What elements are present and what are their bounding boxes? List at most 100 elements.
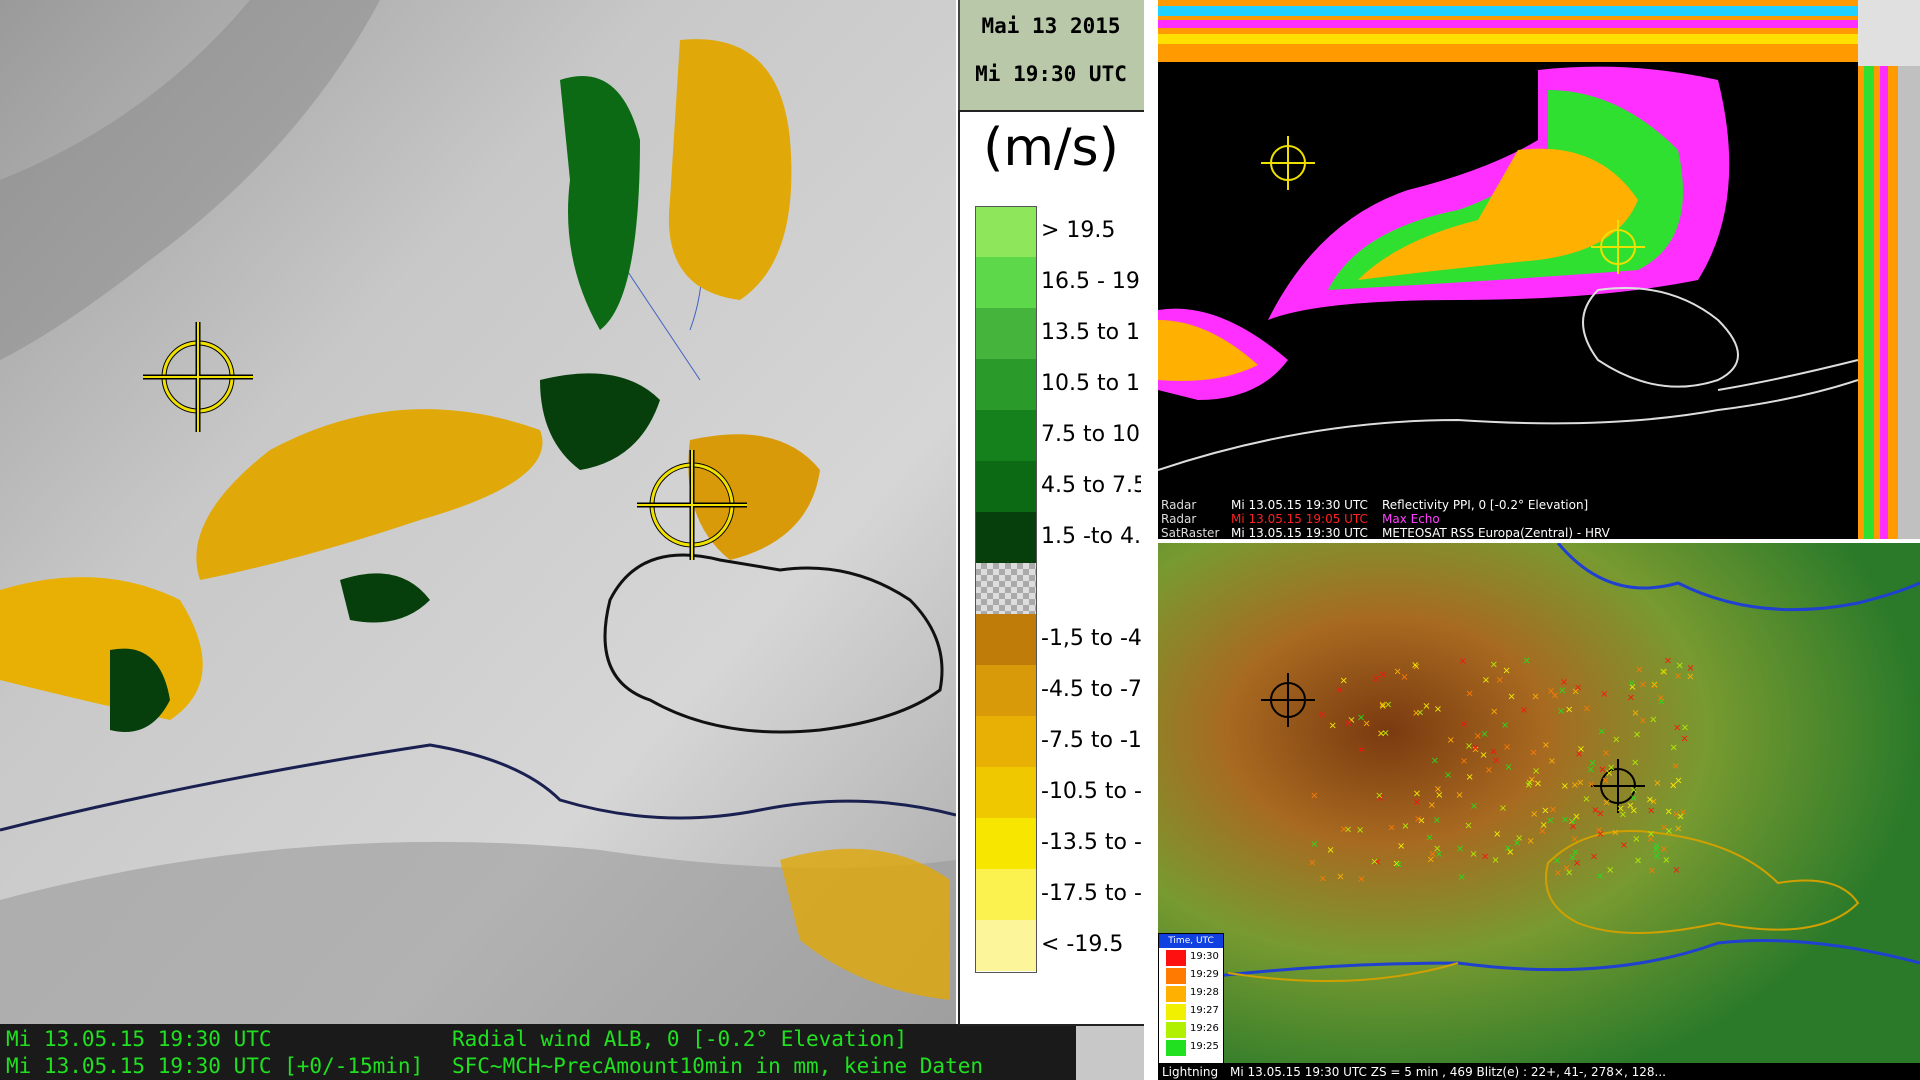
legend-label: < -19.5: [1041, 932, 1124, 957]
stroke-marker: ×: [1670, 742, 1678, 753]
stroke-marker: ×: [1530, 809, 1538, 820]
time: Mi 19:30 UTC: [975, 62, 1127, 86]
stroke-marker: ×: [1377, 728, 1385, 739]
profile-strip: [1158, 6, 1858, 16]
stroke-marker: ×: [1569, 817, 1577, 828]
stroke-marker: ×: [1336, 871, 1344, 882]
river: [0, 743, 956, 832]
stroke-marker: ×: [1588, 758, 1596, 769]
echo-area: [668, 39, 792, 301]
legend-label: -1,5 to -4: [1041, 626, 1141, 651]
stroke-marker: ×: [1474, 731, 1482, 742]
stroke-marker: ×: [1631, 758, 1639, 769]
stroke-marker: ×: [1357, 713, 1365, 724]
lightning-text: Mi 13.05.15 19:30 UTC ZS = 5 min , 469 B…: [1230, 1065, 1666, 1079]
stroke-marker: ×: [1634, 855, 1642, 866]
stroke-marker: ×: [1664, 806, 1672, 817]
stroke-marker: ×: [1576, 777, 1584, 788]
stroke-marker: ×: [1620, 840, 1628, 851]
stroke-marker: ×: [1596, 809, 1604, 820]
stroke-marker: ×: [1373, 857, 1381, 868]
stroke-marker: ×: [1630, 785, 1638, 796]
profile-strip: [1864, 66, 1874, 539]
stroke-marker: ×: [1522, 656, 1530, 667]
stroke-marker: ×: [1647, 806, 1655, 817]
stroke-marker: ×: [1551, 691, 1559, 702]
crosshair: [1591, 220, 1645, 274]
stroke-marker: ×: [1672, 809, 1680, 820]
stroke-marker: ×: [1549, 804, 1557, 815]
stroke-marker: ×: [1466, 772, 1474, 783]
stroke-marker: ×: [1393, 667, 1401, 678]
time-label: 19:29: [1190, 969, 1219, 980]
crosshair: [143, 322, 253, 432]
stroke-marker: ×: [1659, 667, 1667, 678]
radar-product: METEOSAT RSS Europa(Zentral) - HRV: [1382, 526, 1610, 540]
radar-map: [1158, 0, 1920, 539]
stroke-marker: ×: [1434, 784, 1442, 795]
stroke-marker: ×: [1479, 750, 1487, 761]
stroke-marker: ×: [1631, 708, 1639, 719]
stroke-marker: ×: [1372, 674, 1380, 685]
stroke-marker: ×: [1502, 665, 1510, 676]
stroke-marker: ×: [1344, 718, 1352, 729]
legend-label: 16.5 - 19.: [1041, 269, 1141, 294]
stroke-marker: ×: [1598, 726, 1606, 737]
profile-strip: [1880, 66, 1888, 539]
stroke-marker: ×: [1647, 834, 1655, 845]
stroke-marker: ×: [1344, 824, 1352, 835]
stroke-marker: ×: [1657, 696, 1665, 707]
stroke-marker: ×: [1595, 825, 1603, 836]
stroke-marker: ×: [1480, 729, 1488, 740]
stroke-marker: ×: [1433, 844, 1441, 855]
stroke-marker: ×: [1356, 825, 1364, 836]
stroke-marker: ×: [1653, 778, 1661, 789]
stroke-marker: ×: [1431, 755, 1439, 766]
stroke-marker: ×: [1571, 687, 1579, 698]
stroke-marker: ×: [1379, 701, 1387, 712]
stroke-marker: ×: [1669, 780, 1677, 791]
stroke-marker: ×: [1465, 741, 1473, 752]
no-data-swatch: [975, 563, 1037, 614]
stroke-marker: ×: [1495, 675, 1503, 686]
radar-product: Max Echo: [1382, 512, 1440, 526]
stroke-marker: ×: [1464, 820, 1472, 831]
stroke-marker: ×: [1434, 704, 1442, 715]
radar-source: Radar: [1161, 512, 1197, 526]
stroke-marker: ×: [1647, 829, 1655, 840]
stroke-marker: ×: [1456, 843, 1464, 854]
stroke-marker: ×: [1574, 683, 1582, 694]
stroke-marker: ×: [1671, 761, 1679, 772]
time-label: 19:30: [1190, 951, 1219, 962]
profile-strip: [1898, 66, 1920, 539]
stroke-marker: ×: [1310, 839, 1318, 850]
stroke-marker: ×: [1378, 700, 1386, 711]
stroke-marker: ×: [1329, 721, 1337, 732]
stroke-marker: ×: [1490, 707, 1498, 718]
river: [1158, 543, 1920, 985]
stroke-marker: ×: [1413, 797, 1421, 808]
stroke-marker: ×: [1319, 874, 1327, 885]
stroke-marker: ×: [1490, 660, 1498, 671]
stroke-marker: ×: [1339, 676, 1347, 687]
stroke-marker: ×: [1674, 823, 1682, 834]
stroke-marker: ×: [1649, 797, 1657, 808]
radar-time: Mi 13.05.15 19:05 UTC: [1231, 512, 1368, 526]
stroke-marker: ×: [1561, 781, 1569, 792]
stroke-marker: ×: [1392, 859, 1400, 870]
stroke-marker: ×: [1471, 743, 1479, 754]
stroke-marker: ×: [1503, 742, 1511, 753]
stroke-marker: ×: [1459, 656, 1467, 667]
stroke-marker: ×: [1575, 749, 1583, 760]
stroke-marker: ×: [1612, 735, 1620, 746]
time-swatch: [1166, 1022, 1186, 1038]
stroke-marker: ×: [1633, 729, 1641, 740]
status-product: SFC~MCH~PrecAmount10min in mm, keine Dat…: [452, 1054, 984, 1078]
stroke-marker: ×: [1527, 836, 1535, 847]
stroke-marker: ×: [1660, 844, 1668, 855]
legend-swatch: [975, 512, 1037, 563]
stroke-marker: ×: [1318, 710, 1326, 721]
stroke-marker: ×: [1524, 780, 1532, 791]
stroke-marker: ×: [1635, 664, 1643, 675]
legend-swatch: [975, 716, 1037, 767]
